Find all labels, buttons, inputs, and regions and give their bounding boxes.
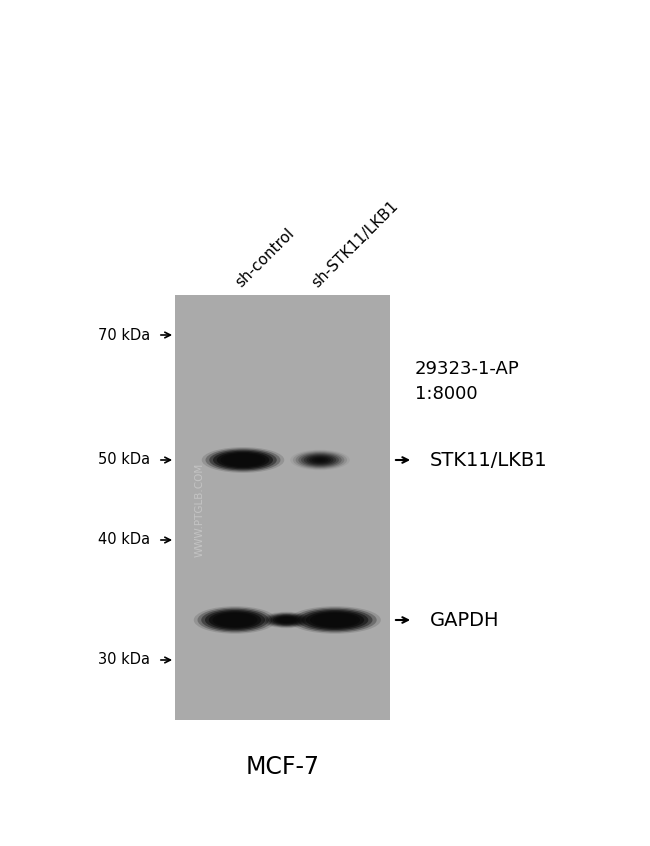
Ellipse shape [331,618,339,621]
Ellipse shape [290,450,350,470]
Ellipse shape [327,618,343,623]
Ellipse shape [282,618,291,622]
Ellipse shape [194,607,276,634]
Text: 70 kDa: 70 kDa [98,327,150,343]
Bar [175,295,390,720]
Ellipse shape [268,614,305,626]
Ellipse shape [289,607,381,634]
Ellipse shape [209,449,277,470]
Ellipse shape [205,448,281,472]
Ellipse shape [273,616,300,624]
Ellipse shape [213,451,273,470]
Text: MCF-7: MCF-7 [246,755,320,779]
Text: sh-STK11/LKB1: sh-STK11/LKB1 [309,198,402,290]
Ellipse shape [224,616,246,624]
Ellipse shape [266,613,307,627]
Ellipse shape [220,615,250,625]
Ellipse shape [264,613,309,628]
Text: 50 kDa: 50 kDa [98,453,150,468]
Text: sh-control: sh-control [233,226,297,290]
Ellipse shape [310,613,360,628]
Ellipse shape [317,459,322,461]
Ellipse shape [315,459,326,462]
Text: 29323-1-AP
1:8000: 29323-1-AP 1:8000 [415,360,520,403]
Ellipse shape [280,618,293,623]
Text: GAPDH: GAPDH [430,611,499,629]
Ellipse shape [318,615,352,625]
Ellipse shape [270,615,302,625]
Ellipse shape [216,613,254,626]
Text: 30 kDa: 30 kDa [98,652,150,667]
Ellipse shape [306,612,364,629]
Ellipse shape [209,612,261,629]
Ellipse shape [275,616,298,624]
Ellipse shape [228,455,258,464]
Ellipse shape [202,609,268,631]
Ellipse shape [293,451,347,470]
Ellipse shape [302,610,369,630]
Ellipse shape [216,452,269,468]
Ellipse shape [202,448,284,473]
Ellipse shape [261,612,312,629]
Ellipse shape [213,613,257,628]
Ellipse shape [205,610,265,630]
Ellipse shape [198,607,272,633]
Ellipse shape [298,609,372,631]
Ellipse shape [293,607,376,633]
Ellipse shape [232,457,254,464]
Ellipse shape [296,452,344,469]
Ellipse shape [231,618,239,621]
Ellipse shape [224,454,262,466]
Ellipse shape [239,459,247,461]
Text: 40 kDa: 40 kDa [98,532,150,547]
Text: STK11/LKB1: STK11/LKB1 [430,451,547,470]
Ellipse shape [322,616,348,624]
Ellipse shape [301,453,339,466]
Ellipse shape [306,455,333,464]
Ellipse shape [220,453,265,467]
Ellipse shape [304,454,336,465]
Ellipse shape [298,453,342,468]
Ellipse shape [314,613,356,626]
Text: WWW.PTGLB.COM: WWW.PTGLB.COM [195,463,205,558]
Ellipse shape [309,456,331,464]
Ellipse shape [312,457,328,463]
Ellipse shape [284,619,289,621]
Ellipse shape [227,618,242,623]
Ellipse shape [278,617,296,623]
Ellipse shape [235,458,250,462]
